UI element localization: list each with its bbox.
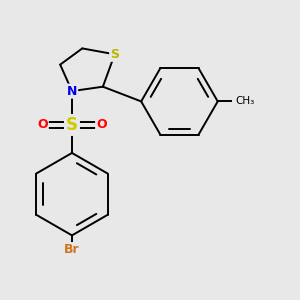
Text: S: S (110, 48, 119, 61)
Text: Br: Br (64, 243, 80, 256)
Text: CH₃: CH₃ (236, 96, 255, 106)
Text: O: O (37, 118, 48, 131)
Text: S: S (66, 116, 78, 134)
Text: O: O (96, 118, 107, 131)
Text: N: N (67, 85, 77, 98)
